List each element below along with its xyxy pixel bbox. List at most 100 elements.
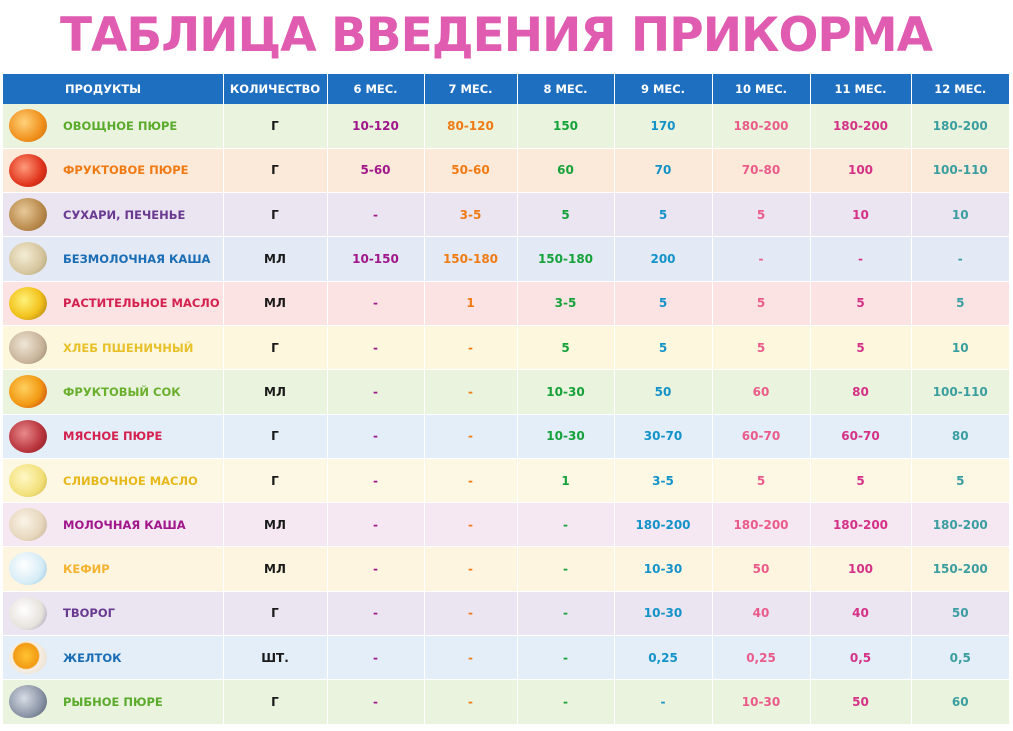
value-cell-7m: 1 (424, 281, 518, 326)
value-cell-8m: - (517, 635, 615, 681)
page-title: ТАБЛИЦА ВВЕДЕНИЯ ПРИКОРМА (60, 8, 933, 63)
product-name: ХЛЕБ ПШЕНИЧНЫЙ (63, 340, 194, 355)
value-cell-8m: - (517, 591, 615, 637)
milk-porridge-icon (9, 508, 47, 542)
value-cell-12m: - (911, 236, 1009, 282)
value-cell-9m: 30-70 (614, 414, 713, 459)
fruit-puree-icon (9, 153, 47, 187)
value-cell-12m: 100-110 (911, 148, 1009, 194)
product-name: КЕФИР (63, 562, 110, 577)
value-cell-7m: 50-60 (424, 148, 518, 194)
header-9m: 9 МЕС. (614, 74, 713, 104)
header-11m: 11 МЕС. (810, 74, 912, 104)
value-cell-8m: 5 (517, 192, 615, 238)
table-row: ФРУКТОВЫЙ СОК МЛ - -10-30 50 60 80 100-110 (3, 369, 1009, 415)
product-cell: МЯСНОЕ ПЮРЕ (3, 414, 224, 459)
value-cell-8m: 10-30 (517, 369, 615, 415)
butter-icon (9, 463, 47, 497)
unit-cell: МЛ (223, 502, 328, 548)
unit-cell: МЛ (223, 369, 328, 415)
value-cell-12m: 5 (911, 281, 1009, 326)
meat-puree-icon (9, 419, 47, 453)
value-cell-10m: 70-80 (712, 148, 811, 194)
biscuits-icon (9, 198, 47, 232)
product-name: МЯСНОЕ ПЮРЕ (63, 429, 163, 444)
value-cell-12m: 50 (911, 591, 1009, 637)
value-cell-11m: 5 (810, 325, 912, 371)
product-cell: КЕФИР (3, 546, 224, 592)
value-cell-6m: 5-60 (327, 148, 425, 194)
product-name: РЫБНОЕ ПЮРЕ (63, 695, 163, 709)
header-quantity: КОЛИЧЕСТВО (223, 74, 328, 104)
value-cell-11m: 180-200 (810, 502, 912, 548)
value-cell-12m: 10 (911, 325, 1009, 371)
value-cell-9m: 5 (614, 192, 713, 238)
value-cell-12m: 180-200 (911, 104, 1009, 149)
product-cell: ФРУКТОВЫЙ СОК (3, 369, 224, 415)
value-cell-6m: - (327, 546, 425, 592)
table-row: ЖЕЛТОК ШТ. - - -0,25 0,25 0,5 0,5 (3, 635, 1009, 681)
value-cell-10m: 5 (712, 281, 811, 326)
value-cell-9m: 10-30 (614, 546, 713, 592)
kefir-icon (9, 552, 47, 586)
value-cell-10m: 0,25 (712, 635, 811, 681)
value-cell-9m: 10-30 (614, 591, 713, 637)
header-8m: 8 МЕС. (517, 74, 615, 104)
value-cell-11m: 5 (810, 458, 912, 504)
unit-cell: Г (223, 458, 328, 504)
value-cell-8m: - (517, 679, 615, 725)
fish-puree-icon (9, 685, 47, 719)
wheat-bread-icon (9, 330, 47, 364)
value-cell-9m: 200 (614, 236, 713, 282)
value-cell-7m: - (424, 591, 518, 637)
value-cell-6m: - (327, 281, 425, 326)
product-cell: ОВОЩНОЕ ПЮРЕ (3, 104, 224, 149)
value-cell-6m: - (327, 502, 425, 548)
porridge-icon (9, 242, 47, 276)
value-cell-7m: - (424, 414, 518, 459)
table-row: СУХАРИ, ПЕЧЕНЬЕ Г -3-5 5 5 5 10 10 (3, 192, 1009, 238)
table-header: ПРОДУКТЫ КОЛИЧЕСТВО 6 МЕС. 7 МЕС. 8 МЕС. 9 МЕ… (3, 74, 1009, 104)
product-cell: ЖЕЛТОК (3, 635, 224, 681)
unit-cell: МЛ (223, 546, 328, 592)
unit-cell: Г (223, 679, 328, 725)
value-cell-7m: 80-120 (424, 104, 518, 149)
product-name: РАСТИТЕЛЬНОЕ МАСЛО (63, 296, 220, 311)
value-cell-6m: 10-150 (327, 236, 425, 282)
header-6m: 6 МЕС. (327, 74, 425, 104)
value-cell-12m: 80 (911, 414, 1009, 459)
value-cell-8m: - (517, 546, 615, 592)
value-cell-9m: 3-5 (614, 458, 713, 504)
product-name: ФРУКТОВЫЙ СОК (63, 384, 181, 399)
value-cell-9m: 5 (614, 281, 713, 326)
value-cell-10m: 60-70 (712, 414, 811, 459)
value-cell-10m: 180-200 (712, 104, 811, 149)
product-name: СЛИВОЧНОЕ МАСЛО (63, 473, 198, 488)
value-cell-10m: - (712, 236, 811, 282)
value-cell-6m: - (327, 458, 425, 504)
value-cell-9m: 180-200 (614, 502, 713, 548)
product-cell: ФРУКТОВОЕ ПЮРЕ (3, 148, 224, 194)
value-cell-11m: 180-200 (810, 104, 912, 149)
value-cell-10m: 10-30 (712, 679, 811, 725)
product-name: СУХАРИ, ПЕЧЕНЬЕ (63, 207, 186, 222)
table-row: ХЛЕБ ПШЕНИЧНЫЙ Г - -5 5 5 5 10 (3, 325, 1009, 371)
table-body: ОВОЩНОЕ ПЮРЕ Г 10-120 80-120 150 170 180-200 18… (3, 104, 1009, 725)
product-name: ОВОЩНОЕ ПЮРЕ (63, 118, 178, 133)
value-cell-9m: 0,25 (614, 635, 713, 681)
value-cell-7m: - (424, 369, 518, 415)
product-name: ТВОРОГ (63, 606, 115, 621)
value-cell-8m: - (517, 502, 615, 548)
table-row: ТВОРОГ Г - - -10-30 40 40 50 (3, 591, 1009, 637)
product-cell: СУХАРИ, ПЕЧЕНЬЕ (3, 192, 224, 238)
value-cell-10m: 5 (712, 458, 811, 504)
value-cell-10m: 40 (712, 591, 811, 637)
value-cell-7m: - (424, 635, 518, 681)
value-cell-9m: 5 (614, 325, 713, 371)
unit-cell: Г (223, 148, 328, 194)
value-cell-10m: 60 (712, 369, 811, 415)
value-cell-8m: 3-5 (517, 281, 615, 326)
table-row: РЫБНОЕ ПЮРЕ Г - - - -10-30 50 60 (3, 679, 1009, 725)
value-cell-11m: 0,5 (810, 635, 912, 681)
value-cell-6m: - (327, 414, 425, 459)
